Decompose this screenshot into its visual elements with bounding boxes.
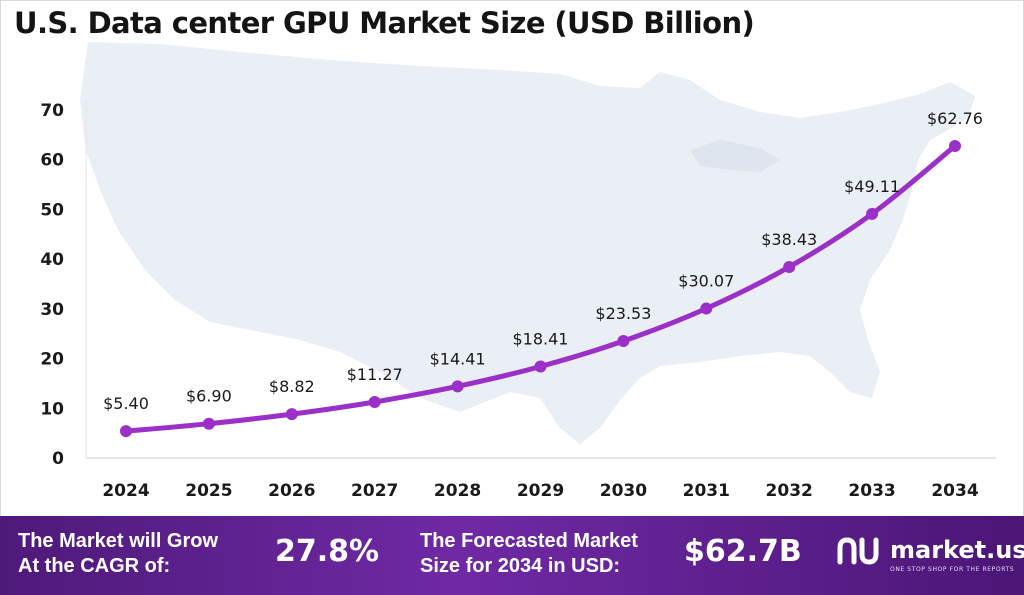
data-point [534,360,547,373]
chart-axes [85,100,996,459]
x-tick-label: 2032 [766,481,813,501]
footer-banner: The Market will Grow At the CAGR of: 27.… [0,516,1024,595]
data-label: $5.40 [103,394,149,413]
cagr-label-line2: At the CAGR of: [18,555,171,577]
data-label: $38.43 [761,230,817,249]
x-tick-label: 2033 [848,481,895,501]
y-tick-label: 50 [40,200,64,220]
data-point [451,380,464,393]
logo-tagline: ONE STOP SHOP FOR THE REPORTS [890,566,1015,573]
us-map-background [80,42,975,444]
x-tick-label: 2026 [268,481,315,501]
x-tick-label: 2025 [185,481,232,501]
y-tick-label: 20 [40,350,64,370]
chart-title: U.S. Data center GPU Market Size (USD Bi… [14,6,755,40]
cagr-label-line1: The Market will Grow [18,530,219,552]
forecast-label-line2: Size for 2034 in USD: [420,555,621,577]
y-tick-label: 10 [40,399,64,419]
data-label: $6.90 [186,387,232,406]
y-tick-label: 70 [40,101,64,121]
data-point [617,335,630,348]
data-label: $30.07 [678,272,734,291]
data-label: $62.76 [927,109,983,128]
x-tick-label: 2029 [517,481,564,501]
data-point [120,425,132,438]
y-tick-label: 0 [52,449,64,469]
data-point [866,207,879,220]
y-tick-label: 40 [40,250,64,270]
x-tick-label: 2024 [102,481,149,501]
forecast-value: $62.7B [684,534,802,569]
data-label: $14.41 [430,349,486,368]
market-us-logo-icon [837,537,879,565]
x-tick-label: 2028 [434,481,481,501]
us-map-silhouette [80,42,975,444]
x-tick-label: 2031 [683,481,730,501]
cagr-value: 27.8% [275,534,380,569]
x-tick-label: 2027 [351,481,398,501]
data-point [700,302,713,315]
y-tick-label: 30 [40,300,64,320]
data-label: $18.41 [513,329,569,348]
data-point [783,260,796,273]
data-label: $8.82 [269,377,315,396]
great-lakes [690,140,780,172]
data-label: $49.11 [844,177,900,196]
data-point [202,417,215,430]
y-tick-label: 60 [40,151,64,171]
x-tick-label: 2034 [931,481,978,501]
logo-name: market.us [890,536,1024,564]
data-point [949,139,961,152]
data-point [285,408,298,421]
data-label: $23.53 [595,304,651,323]
forecast-label-line1: The Forecasted Market [420,530,638,552]
x-tick-label: 2030 [600,481,647,501]
data-point [368,395,381,408]
data-label: $11.27 [347,365,403,384]
